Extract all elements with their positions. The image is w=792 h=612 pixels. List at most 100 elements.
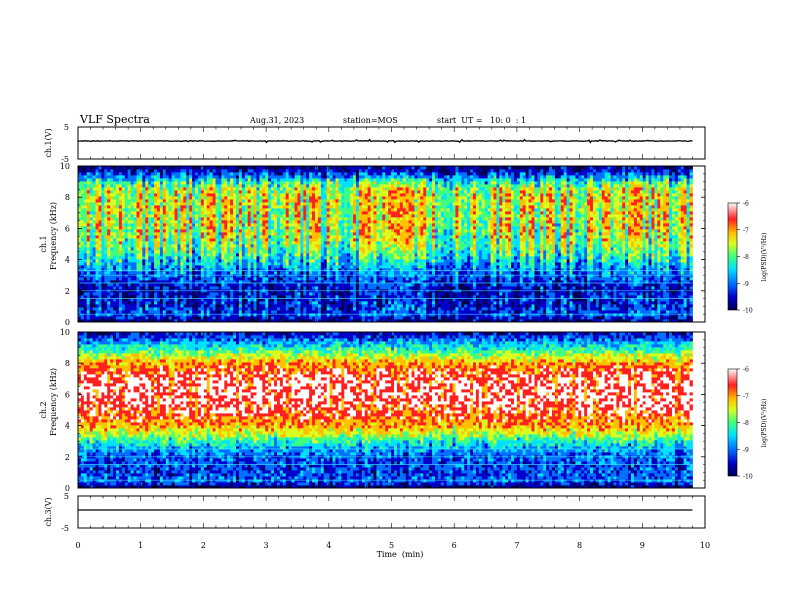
spectrogram-cell	[134, 232, 137, 235]
spectrogram-cell	[139, 232, 142, 235]
spectrogram-cell	[195, 181, 198, 184]
spectrogram-cell	[104, 286, 107, 289]
spectrogram-cell	[154, 226, 157, 229]
spectrogram-cell	[180, 211, 183, 214]
spectrogram-cell	[81, 295, 84, 298]
spectrogram-cell	[110, 268, 113, 271]
spectrogram-cell	[84, 226, 87, 229]
spectrogram-cell	[166, 217, 169, 220]
spectrogram-cell	[101, 187, 104, 190]
spectrogram-cell	[101, 286, 104, 289]
spectrogram-cell	[90, 292, 93, 295]
spectrogram-cell	[201, 277, 204, 280]
spectrogram-cell	[154, 262, 157, 265]
spectrogram-cell	[157, 292, 160, 295]
spectrogram-cell	[172, 226, 175, 229]
ch1-spectrogram-image	[78, 166, 693, 322]
spectrogram-cell	[131, 313, 134, 316]
spectrogram-cell	[116, 253, 119, 256]
spectrogram-cell	[216, 283, 219, 286]
spectrogram-cell	[139, 199, 142, 202]
spectrogram-cell	[81, 274, 84, 277]
spectrogram-cell	[172, 262, 175, 265]
spectrogram-cell	[213, 223, 216, 226]
spectrogram-cell	[125, 295, 128, 298]
spectrogram-cell	[207, 274, 210, 277]
spectrogram-cell	[192, 217, 195, 220]
spectrogram-cell	[166, 250, 169, 253]
spectrogram-cell	[104, 316, 107, 319]
spectrogram-cell	[139, 241, 142, 244]
spectrogram-cell	[87, 265, 90, 268]
spectrogram-cell	[137, 226, 140, 229]
spectrogram-cell	[151, 196, 154, 199]
spectrogram-cell	[87, 178, 90, 181]
spectrogram-cell	[98, 196, 101, 199]
spectrogram-cell	[101, 241, 104, 244]
spectrogram-cell	[145, 271, 148, 274]
spectrogram-cell	[204, 175, 207, 178]
spectrogram-cell	[128, 175, 131, 178]
spectrogram-cell	[157, 190, 160, 193]
spectrogram-cell	[157, 253, 160, 256]
spectrogram-cell	[119, 226, 122, 229]
spectrogram-cell	[151, 283, 154, 286]
spectrogram-cell	[119, 172, 122, 175]
spectrogram-cell	[113, 253, 116, 256]
spectrogram-cell	[169, 205, 172, 208]
spectrogram-cell	[166, 283, 169, 286]
spectrogram-cell	[145, 274, 148, 277]
spectrogram-cell	[125, 310, 128, 313]
spectrogram-cell	[192, 178, 195, 181]
spectrogram-cell	[113, 313, 116, 316]
spectrogram-cell	[210, 238, 213, 241]
spectrogram-cell	[175, 181, 178, 184]
spectrogram-cell	[180, 178, 183, 181]
spectrogram-cell	[113, 295, 116, 298]
spectrogram-cell	[137, 295, 140, 298]
spectrogram-cell	[142, 292, 145, 295]
spectrogram-cell	[151, 268, 154, 271]
spectrogram-cell	[101, 202, 104, 205]
spectrogram-cell	[192, 205, 195, 208]
spectrogram-cell	[198, 286, 201, 289]
spectrogram-cell	[128, 229, 131, 232]
spectrogram-cell	[96, 199, 99, 202]
spectrogram-cell	[177, 199, 180, 202]
spectrogram-cell	[175, 274, 178, 277]
spectrogram-cell	[96, 304, 99, 307]
spectrogram-cell	[186, 205, 189, 208]
spectrogram-cell	[148, 274, 151, 277]
spectrogram-cell	[172, 211, 175, 214]
spectrogram-cell	[104, 193, 107, 196]
spectrogram-cell	[169, 229, 172, 232]
spectrogram-cell	[81, 307, 84, 310]
spectrogram-cell	[148, 199, 151, 202]
spectrogram-cell	[169, 253, 172, 256]
spectrogram-cell	[207, 301, 210, 304]
spectrogram-cell	[93, 175, 96, 178]
spectrogram-cell	[216, 310, 219, 313]
spectrogram-cell	[145, 238, 148, 241]
spectrogram-cell	[104, 178, 107, 181]
spectrogram-cell	[87, 226, 90, 229]
spectrogram-cell	[148, 247, 151, 250]
spectrogram-cell	[137, 265, 140, 268]
spectrogram-cell	[113, 199, 116, 202]
spectrogram-cell	[163, 244, 166, 247]
spectrogram-cell	[186, 211, 189, 214]
spectrogram-cell	[148, 256, 151, 259]
spectrogram-cell	[210, 190, 213, 193]
spectrogram-cell	[163, 214, 166, 217]
spectrogram-cell	[160, 169, 163, 172]
spectrogram-cell	[128, 241, 131, 244]
spectrogram-cell	[145, 295, 148, 298]
spectrogram-cell	[160, 301, 163, 304]
spectrogram-cell	[198, 295, 201, 298]
spectrogram-cell	[119, 274, 122, 277]
spectrogram-cell	[180, 286, 183, 289]
spectrogram-cell	[101, 277, 104, 280]
spectrogram-cell	[128, 286, 131, 289]
spectrogram-cell	[180, 223, 183, 226]
spectrogram-cell	[160, 232, 163, 235]
